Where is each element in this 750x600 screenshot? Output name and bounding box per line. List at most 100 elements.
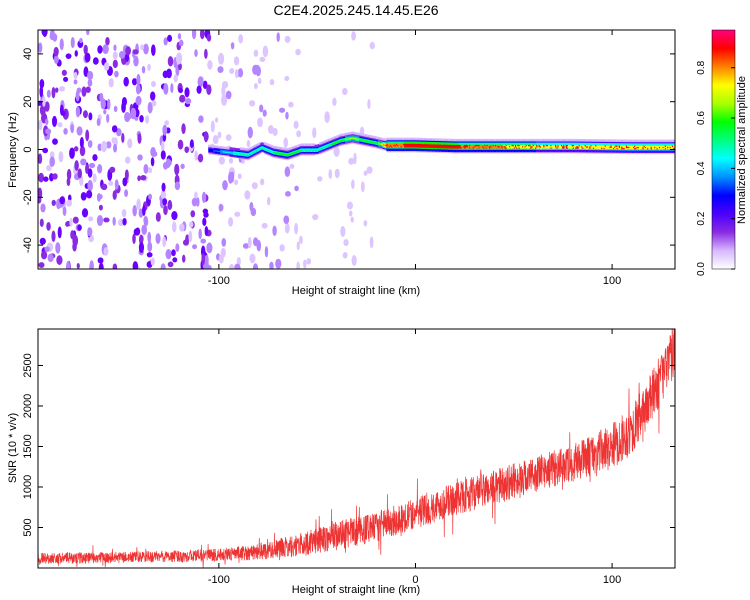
spectrogram-cell — [312, 127, 317, 139]
spectrogram-cell — [628, 139, 630, 143]
spectrogram-cell — [608, 139, 610, 142]
spectrogram-cell — [218, 204, 224, 212]
spectrogram-cell — [231, 147, 234, 151]
spectrogram-cell — [103, 109, 107, 115]
spectrogram-cell — [264, 246, 269, 258]
spectrogram-cell — [77, 168, 83, 179]
spectrogram-cell — [577, 138, 580, 142]
spectrogram-cell — [256, 240, 262, 252]
spectrogram-cell — [215, 145, 218, 149]
spectrogram-cell — [108, 180, 114, 186]
spectrogram-cell — [102, 44, 109, 55]
spectrogram-cell — [431, 138, 433, 141]
spectrogram-cell — [331, 137, 333, 141]
spectrogram-cell — [249, 201, 254, 212]
spectrogram-cell — [65, 221, 70, 227]
spectrogram-cell — [351, 179, 355, 190]
spectrogram-cell — [161, 140, 165, 153]
spectrogram-cell — [100, 140, 108, 153]
spectrogram-cell — [196, 85, 202, 94]
spectrogram-cell — [557, 138, 560, 142]
spectrogram-cell — [162, 198, 168, 206]
spectrogram-cell — [284, 75, 290, 82]
spectrogram-cell — [406, 137, 409, 141]
spectrogram-cell — [109, 166, 116, 173]
spectrogram-cell — [294, 222, 299, 235]
spectrogram-cell — [513, 138, 516, 142]
snr-x-label: Height of straight line (km) — [292, 584, 420, 596]
spectrogram-cell — [112, 59, 118, 69]
spectrogram-cell — [566, 138, 569, 142]
spectrogram-cell — [305, 143, 307, 147]
spectrogram-cell — [103, 247, 109, 256]
spectrogram-cell — [319, 142, 321, 145]
spectrogram-cell — [596, 139, 599, 142]
spectrogram-cell — [266, 142, 268, 146]
spectrogram-cell — [284, 166, 291, 178]
spectrogram-cell — [297, 144, 300, 147]
spectrogram-cell — [147, 167, 153, 174]
spectrogram-cell — [137, 154, 143, 161]
spectrogram-cell — [526, 138, 529, 142]
spectrogram-cell — [163, 83, 169, 95]
spectrogram-cell — [655, 139, 658, 143]
spectrogram-cell — [340, 226, 346, 238]
spectrogram-cell — [569, 138, 571, 142]
spectrogram-cell — [51, 86, 56, 99]
spectrogram-cell — [194, 150, 198, 161]
spectrogram-cell — [284, 223, 290, 234]
spectrogram-cell — [444, 138, 446, 142]
spectrogram-cell — [395, 137, 398, 141]
spectrogram-cell — [229, 67, 235, 74]
spectrogram-cell — [466, 138, 469, 142]
spectrogram-cell — [341, 133, 344, 137]
spectrogram-cell — [259, 142, 261, 145]
spectrogram-cell — [597, 139, 600, 142]
spectrogram-cell — [441, 138, 444, 142]
spectrogram-cell — [202, 80, 208, 90]
spectrogram-cell — [296, 144, 299, 148]
spectrogram-cell — [150, 257, 155, 266]
spectrogram-cell — [188, 230, 193, 243]
spectrogram-cell — [87, 168, 93, 178]
spectrogram-cell — [400, 137, 403, 141]
spectrogram-cell — [433, 138, 436, 141]
spectrogram-cell — [213, 145, 215, 148]
spectrogram-cell — [237, 173, 242, 180]
spectrogram-cell — [631, 139, 634, 143]
spectrogram-cell — [263, 141, 266, 145]
spectrogram-cell — [81, 208, 89, 218]
spectrogram-cell — [84, 52, 91, 63]
spectrogram-cell — [285, 191, 291, 197]
spectrogram-cell — [218, 145, 221, 149]
spectrogram-cell — [45, 118, 49, 125]
spectrogram-cell — [333, 136, 335, 140]
spectrogram-cell — [184, 87, 190, 98]
spectrogram-cell — [257, 117, 264, 128]
spectrogram-cell — [507, 138, 510, 142]
spectrogram-cell — [38, 119, 43, 131]
spectrogram-cell — [124, 189, 129, 197]
spectrogram-cell — [247, 126, 253, 139]
spectrogram-cell — [451, 138, 453, 142]
spectrogram-cell — [592, 139, 595, 142]
spectrogram-cell — [234, 263, 241, 269]
spectrogram-cell — [146, 252, 153, 258]
spectrogram-cell — [356, 132, 359, 136]
spectrogram-cell — [367, 134, 370, 138]
spectrogram-cell — [418, 137, 420, 141]
spectrogram-cell — [80, 191, 87, 201]
spectrogram-cell — [270, 144, 273, 148]
spectrogram-cell — [230, 147, 233, 150]
colorbar-tick-label: 0.6 — [696, 111, 707, 125]
spectrogram-cell — [52, 33, 58, 42]
spectrogram-cell — [87, 70, 94, 81]
spectrogram-cell — [86, 30, 90, 36]
spectrogram-cell — [574, 138, 576, 142]
spectrogram-cell — [638, 139, 641, 143]
spectrogram-cell — [97, 163, 103, 174]
spectrogram-cell — [313, 143, 315, 147]
spectrogram-cell — [351, 31, 357, 41]
y-tick-label: 40 — [22, 48, 34, 60]
